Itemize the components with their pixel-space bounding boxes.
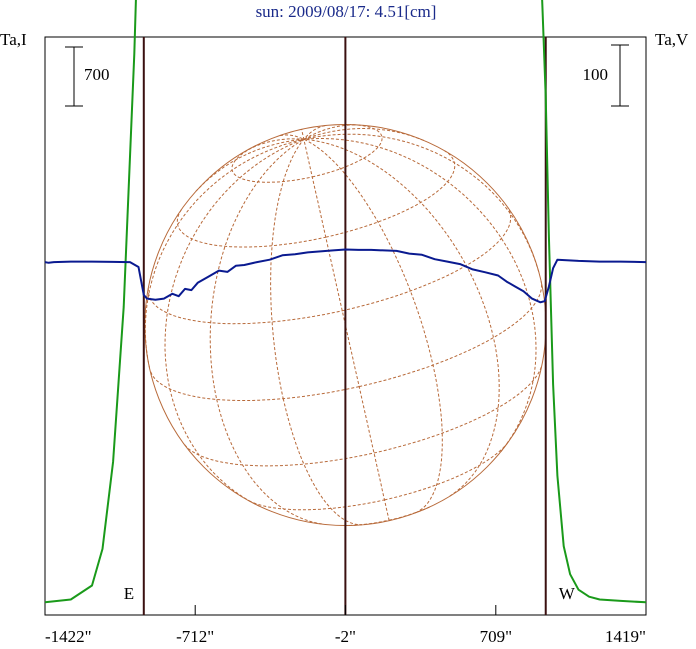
disk-parallel [248, 442, 508, 511]
chart-title: sun: 2009/08/17: 4.51[cm] [256, 2, 437, 21]
x-tick-label: 1419" [605, 627, 646, 646]
disk-parallel [231, 124, 383, 183]
disk-parallel [147, 207, 512, 325]
x-axis: -1422" -712" -2" 709" 1419" [44, 605, 647, 646]
solar-disk-grid [144, 123, 547, 527]
limb-label-east: E [124, 584, 134, 603]
disk-meridian [209, 124, 360, 525]
series-line-ta-v [44, 248, 647, 304]
disk-parallel [344, 505, 433, 526]
disk-parallel [150, 281, 543, 401]
disk-meridian [301, 129, 390, 521]
disk-meridian [270, 125, 362, 526]
left-axis-label: Ta,I [0, 30, 27, 49]
disk-meridian [246, 138, 500, 497]
right-scale-bar-label: 100 [583, 65, 609, 84]
disk-meridian [278, 134, 443, 514]
x-tick-label: -712" [176, 627, 214, 646]
right-axis-label: Ta,V [655, 30, 689, 49]
limb-label-west: W [559, 584, 576, 603]
disk-parallel [176, 150, 456, 248]
disk-meridian [195, 137, 537, 453]
left-scale-bar [65, 46, 83, 107]
x-tick-label: -2" [335, 627, 356, 646]
disk-meridian [164, 127, 424, 507]
limb-lines [142, 37, 547, 615]
disk-meridian [144, 133, 540, 369]
x-tick-label: -1422" [45, 627, 92, 646]
x-tick-label: 709" [480, 627, 512, 646]
disk-parallel [184, 364, 543, 467]
left-scale-bar-label: 700 [84, 65, 110, 84]
right-scale-bar [611, 44, 629, 107]
